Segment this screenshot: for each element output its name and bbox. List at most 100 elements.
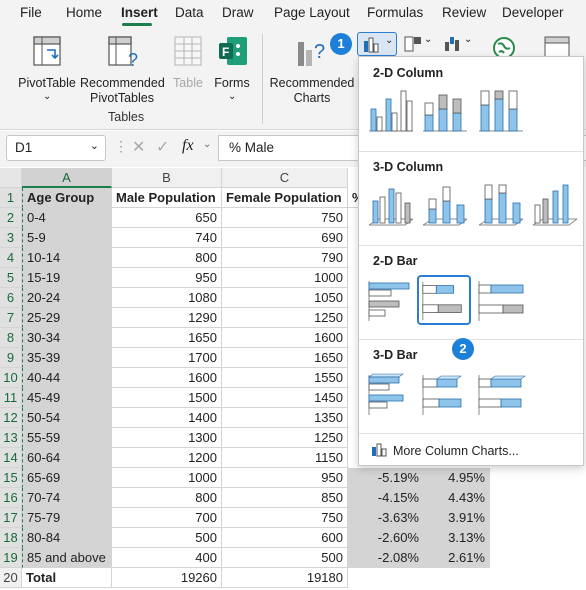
row-header[interactable]: 10 <box>0 368 22 388</box>
cell-c[interactable]: 1250 <box>222 428 348 448</box>
cell-a[interactable]: 0-4 <box>22 208 112 228</box>
cell-c[interactable]: 1050 <box>222 288 348 308</box>
forms-button[interactable]: F Forms ⌄ <box>212 34 252 106</box>
insert-waterfall-chart-button[interactable]: ⌄ <box>442 32 478 56</box>
cell-a[interactable]: 35-39 <box>22 348 112 368</box>
menu-file[interactable]: File <box>20 5 42 20</box>
cancel-icon[interactable]: ✕ <box>132 139 146 156</box>
cell-d[interactable]: -2.60% <box>348 528 424 548</box>
insert-function-icon[interactable]: fx <box>182 137 194 154</box>
3d-100-stacked-column-chart-option[interactable] <box>475 181 527 227</box>
3d-column-chart-option[interactable] <box>529 181 581 227</box>
cell-a[interactable]: 65-69 <box>22 468 112 488</box>
cell-b[interactable]: 950 <box>112 268 222 288</box>
cell-e[interactable]: 3.13% <box>424 528 490 548</box>
cell-b[interactable]: 1500 <box>112 388 222 408</box>
cell-c[interactable]: 1000 <box>222 268 348 288</box>
cell-c[interactable]: 1650 <box>222 348 348 368</box>
cell-b[interactable]: 400 <box>112 548 222 568</box>
3d-stacked-bar-chart-option[interactable] <box>419 371 471 417</box>
cell-a[interactable]: 85 and above <box>22 548 112 568</box>
cell-a[interactable]: 45-49 <box>22 388 112 408</box>
column-header-a[interactable]: A <box>22 168 112 188</box>
cell-b[interactable]: 1700 <box>112 348 222 368</box>
row-header[interactable]: 13 <box>0 428 22 448</box>
cell-c[interactable]: 600 <box>222 528 348 548</box>
cell-b[interactable]: 1290 <box>112 308 222 328</box>
cell-a[interactable]: Total <box>22 568 112 588</box>
row-header[interactable]: 7 <box>0 308 22 328</box>
row-header[interactable]: 15 <box>0 468 22 488</box>
cell-d[interactable]: -5.19% <box>348 468 424 488</box>
cell-c[interactable]: 690 <box>222 228 348 248</box>
menu-data[interactable]: Data <box>175 5 204 20</box>
cell-b[interactable]: 19260 <box>112 568 222 588</box>
cell-c[interactable]: 750 <box>222 508 348 528</box>
clustered-bar-chart-option[interactable] <box>365 277 417 323</box>
row-header[interactable]: 9 <box>0 348 22 368</box>
row-header[interactable]: 20 <box>0 568 22 588</box>
3d-100-stacked-bar-chart-option[interactable] <box>475 371 527 417</box>
menu-home[interactable]: Home <box>66 5 103 20</box>
stacked-bar-chart-option[interactable] <box>417 275 471 325</box>
cell-e[interactable]: 2.61% <box>424 548 490 568</box>
row-header[interactable]: 5 <box>0 268 22 288</box>
cell-c[interactable]: 850 <box>222 488 348 508</box>
cell-c[interactable]: 19180 <box>222 568 348 588</box>
row-header[interactable]: 6 <box>0 288 22 308</box>
recommended-pivottables-button[interactable]: ? Recommended PivotTables <box>80 34 165 106</box>
select-all-corner[interactable] <box>0 168 22 188</box>
row-header[interactable]: 14 <box>0 448 22 468</box>
clustered-column-chart-option[interactable] <box>365 87 417 133</box>
menu-draw[interactable]: Draw <box>222 5 254 20</box>
cell-a[interactable]: Age Group <box>22 188 112 208</box>
cell-a[interactable]: 80-84 <box>22 528 112 548</box>
more-column-charts-link[interactable]: More Column Charts... <box>371 443 519 458</box>
cell-b[interactable]: 1080 <box>112 288 222 308</box>
cell-a[interactable]: 5-9 <box>22 228 112 248</box>
cell-d[interactable]: -2.08% <box>348 548 424 568</box>
menu-developer[interactable]: Developer <box>502 5 564 20</box>
recommended-charts-button[interactable]: ? Recommended Charts <box>268 34 356 106</box>
cell-b[interactable]: 800 <box>112 248 222 268</box>
row-header[interactable]: 18 <box>0 528 22 548</box>
cell-a[interactable]: 55-59 <box>22 428 112 448</box>
chevron-down-icon[interactable]: ⌄ <box>89 140 99 152</box>
cell-c[interactable]: 1350 <box>222 408 348 428</box>
cell-a[interactable]: 20-24 <box>22 288 112 308</box>
insert-hierarchy-chart-button[interactable]: ⌄ <box>402 32 438 56</box>
menu-review[interactable]: Review <box>442 5 487 20</box>
100-stacked-bar-chart-option[interactable] <box>475 277 527 323</box>
cell-c[interactable]: 790 <box>222 248 348 268</box>
pivot-table-button[interactable]: PivotTable ⌄ <box>16 34 78 106</box>
cell-b[interactable]: 1400 <box>112 408 222 428</box>
cell-b[interactable]: 650 <box>112 208 222 228</box>
menu-insert[interactable]: Insert <box>121 5 158 20</box>
cell-d[interactable]: -3.63% <box>348 508 424 528</box>
cell-c[interactable]: 750 <box>222 208 348 228</box>
cell-c[interactable]: 500 <box>222 548 348 568</box>
cell-e[interactable]: 4.43% <box>424 488 490 508</box>
cell-e[interactable]: 3.91% <box>424 508 490 528</box>
3d-clustered-column-chart-option[interactable] <box>365 181 417 227</box>
cell-c[interactable]: 1550 <box>222 368 348 388</box>
menu-page-layout[interactable]: Page Layout <box>274 5 350 20</box>
column-header-b[interactable]: B <box>112 168 222 188</box>
menu-formulas[interactable]: Formulas <box>367 5 424 20</box>
cell-a[interactable]: 40-44 <box>22 368 112 388</box>
cell-b[interactable]: 1000 <box>112 468 222 488</box>
row-header[interactable]: 1 <box>0 188 22 208</box>
cell-a[interactable]: 60-64 <box>22 448 112 468</box>
row-header[interactable]: 2 <box>0 208 22 228</box>
cell-a[interactable]: 15-19 <box>22 268 112 288</box>
table-button[interactable]: Table <box>168 34 208 106</box>
insert-column-chart-button[interactable]: ⌄ <box>357 32 397 56</box>
cell-c[interactable]: Female Population <box>222 188 348 208</box>
cell-b[interactable]: 1200 <box>112 448 222 468</box>
chevron-down-icon[interactable]: ⌄ <box>203 139 212 150</box>
cell-e[interactable]: 4.95% <box>424 468 490 488</box>
row-header[interactable]: 17 <box>0 508 22 528</box>
cell-a[interactable]: 70-74 <box>22 488 112 508</box>
cell-c[interactable]: 1600 <box>222 328 348 348</box>
cell-c[interactable]: 1250 <box>222 308 348 328</box>
